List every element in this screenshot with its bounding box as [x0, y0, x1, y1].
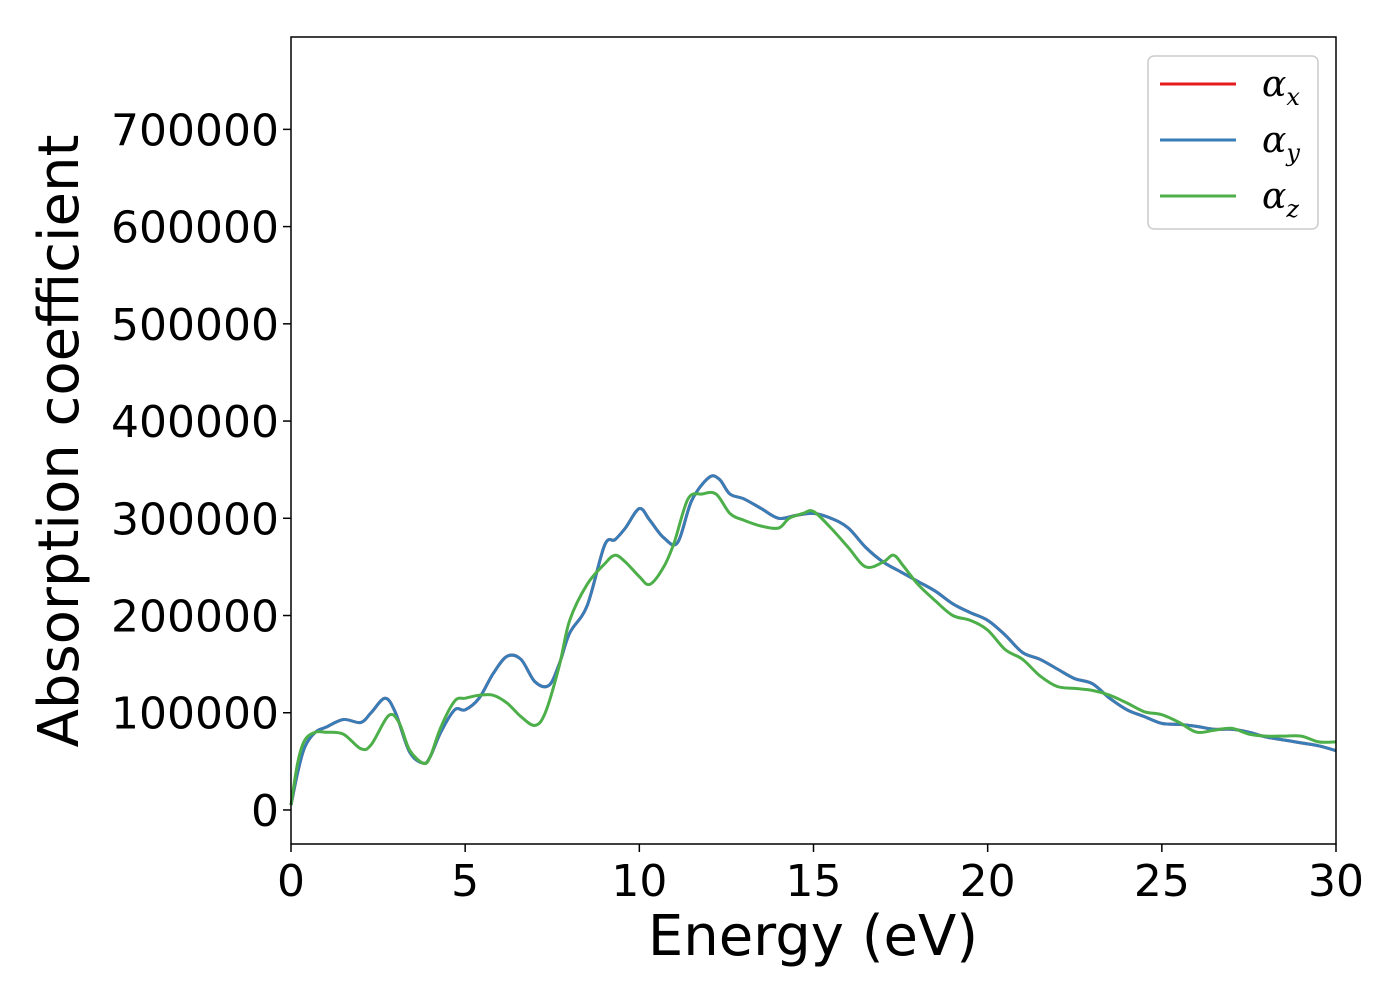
x-axis-ticks: 0 5 10 15 20 25 30 — [277, 844, 1364, 907]
y-tick-label: 500000 — [111, 300, 279, 351]
x-axis-label: Energy (eV) — [648, 904, 978, 969]
y-tick-label: 300000 — [111, 494, 279, 545]
y-tick-label: 600000 — [111, 203, 279, 254]
y-tick-label: 700000 — [111, 105, 279, 156]
x-tick-label: 25 — [1134, 856, 1190, 907]
x-tick-label: 10 — [611, 856, 667, 907]
x-tick-label: 30 — [1308, 856, 1364, 907]
series-line-alpha-y — [289, 474, 1337, 806]
x-tick-label: 20 — [960, 856, 1016, 907]
y-axis-label: Absorption coefficient — [27, 135, 92, 748]
x-tick-label: 15 — [786, 856, 842, 907]
series-lines — [289, 474, 1337, 806]
legend-box — [1147, 55, 1319, 230]
series-line-alpha-x — [289, 474, 1337, 806]
y-tick-label: 400000 — [111, 397, 279, 448]
legend-label-alpha-x: αx — [1262, 64, 1300, 111]
series-line-alpha-z — [289, 490, 1337, 806]
legend-label-alpha-y: αy — [1262, 120, 1300, 167]
x-tick-label: 0 — [277, 856, 305, 907]
y-axis-ticks: 0 100000 200000 300000 400000 500000 600000 700… — [111, 105, 291, 837]
x-tick-label: 5 — [451, 856, 479, 907]
y-tick-label: 0 — [251, 786, 279, 837]
y-tick-label: 100000 — [111, 689, 279, 740]
y-tick-label: 200000 — [111, 592, 279, 643]
